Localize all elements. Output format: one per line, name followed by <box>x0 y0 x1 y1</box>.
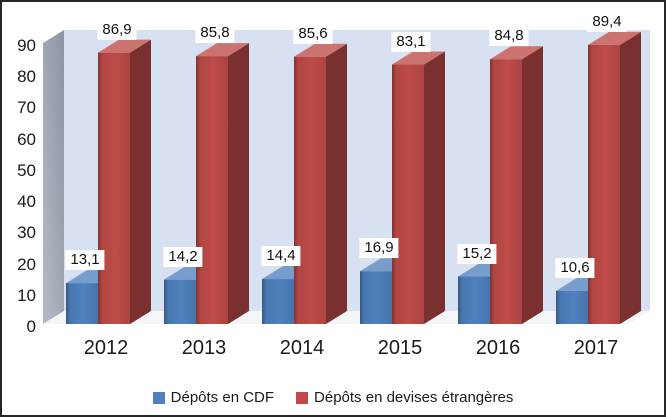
legend-label-depots-devises: Dépôts en devises étrangères <box>314 388 514 406</box>
y-axis-tick-label-90: 90 <box>17 36 36 55</box>
bar-devises-2017 <box>588 31 641 325</box>
data-label-cdf-2016: 15,2 <box>457 243 497 264</box>
bar-top-face <box>490 46 543 60</box>
back-wall <box>64 30 650 311</box>
bar-devises-2012 <box>98 39 151 324</box>
bar-front-face <box>66 283 98 324</box>
y-axis-tick-label-70: 70 <box>17 98 36 118</box>
legend-item-depots-devises: Dépôts en devises étrangères <box>296 389 513 406</box>
bar-front-face <box>490 59 522 324</box>
bar-top-face <box>392 51 445 65</box>
bar-front-face <box>588 44 620 325</box>
data-label-devises-2017: 89,4 <box>587 11 627 32</box>
bar-side-face <box>424 51 445 324</box>
bar-devises-2014 <box>294 43 347 324</box>
bar-top-face <box>98 39 151 53</box>
bar-devises-2015 <box>392 51 445 324</box>
x-axis-labels: 2012 2013 2014 2015 2016 2017 <box>2 336 664 362</box>
x-axis-label-2016: 2016 <box>475 337 521 359</box>
bar-side-face <box>522 46 543 324</box>
data-label-devises-2016: 84,8 <box>489 26 529 47</box>
data-label-devises-2014: 85,6 <box>293 23 333 44</box>
data-label-cdf-2015: 16,9 <box>359 238 399 259</box>
bar-top-face <box>196 43 249 57</box>
data-label-cdf-2013: 14,2 <box>163 246 203 267</box>
bar-front-face <box>294 56 326 324</box>
bar-front-face <box>458 276 490 324</box>
x-axis-label-2015: 2015 <box>377 337 423 359</box>
data-label-cdf-2014: 14,4 <box>261 246 301 267</box>
x-axis-label-2017: 2017 <box>573 337 619 359</box>
chart-legend: Dépôts en CDF Dépôts en devises étrangèr… <box>2 385 664 409</box>
y-axis-tick-label-30: 30 <box>17 223 36 243</box>
bar-front-face <box>164 279 196 324</box>
bar-side-face <box>620 31 641 325</box>
data-label-devises-2013: 85,8 <box>195 23 235 44</box>
x-axis-label-2013: 2013 <box>181 337 227 359</box>
bar-top-face <box>588 31 641 45</box>
bar-front-face <box>262 279 294 324</box>
bar-side-face <box>228 43 249 324</box>
bar-top-face <box>294 43 347 57</box>
y-axis-tick-label-10: 10 <box>17 285 36 305</box>
y-axis-tick-label-60: 60 <box>17 129 36 149</box>
bar-front-face <box>392 64 424 324</box>
bar-front-face <box>556 290 588 324</box>
bar-side-face <box>326 43 347 324</box>
bar-devises-2016 <box>490 46 543 324</box>
bar-devises-2013 <box>196 43 249 324</box>
x-axis-label-2012: 2012 <box>83 337 129 359</box>
x-axis-label-2014: 2014 <box>279 337 325 359</box>
legend-swatch-red-icon <box>296 391 309 404</box>
y-axis-tick-label-20: 20 <box>17 254 36 274</box>
legend-item-depots-cdf: Dépôts en CDF <box>152 388 275 406</box>
bar-front-face <box>98 52 130 324</box>
legend-swatch-blue-icon <box>152 391 165 404</box>
bar-side-face <box>130 39 151 324</box>
data-label-cdf-2012: 13,1 <box>65 250 105 271</box>
data-label-cdf-2017: 10,6 <box>555 257 595 278</box>
y-axis-tick-label-40: 40 <box>17 192 36 212</box>
bar-front-face <box>196 56 228 324</box>
legend-label-depots-cdf: Dépôts en CDF <box>170 388 275 406</box>
data-label-devises-2015: 83,1 <box>391 31 431 52</box>
y-axis-tick-label-0: 0 <box>26 317 36 336</box>
y-axis-tick-label-80: 80 <box>17 67 36 87</box>
bar-front-face <box>360 271 392 324</box>
side-wall <box>43 30 64 324</box>
y-axis-tick-label-50: 50 <box>17 160 36 180</box>
data-label-devises-2012: 86,9 <box>97 19 137 40</box>
